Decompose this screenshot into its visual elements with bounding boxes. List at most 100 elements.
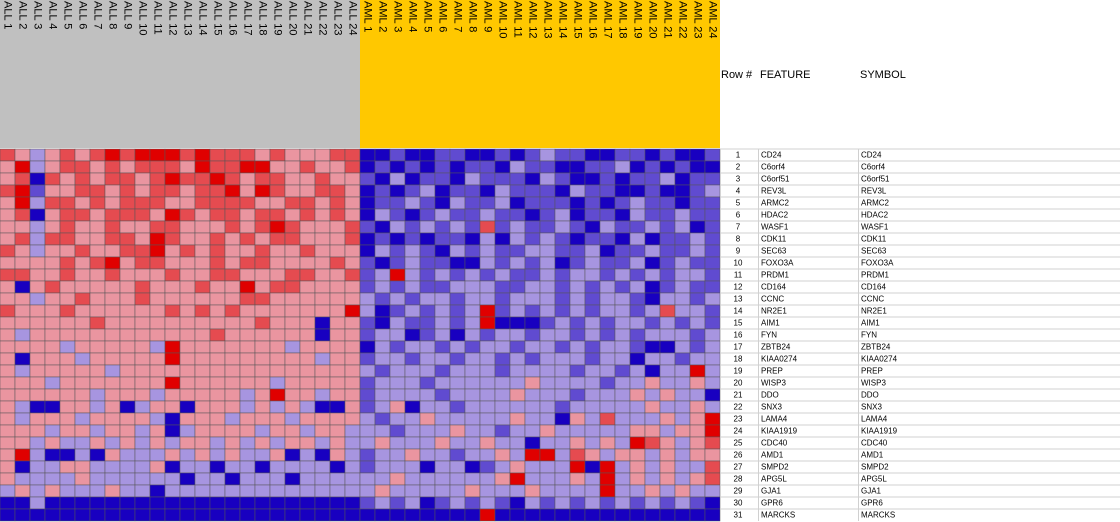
heatmap-cell bbox=[284, 400, 301, 414]
heatmap-cell bbox=[539, 496, 556, 510]
heatmap-cell bbox=[374, 388, 391, 402]
column-label: ALL 18 bbox=[257, 1, 269, 35]
heatmap-cell bbox=[554, 232, 571, 246]
heatmap-cell bbox=[584, 460, 601, 474]
heatmap-cell bbox=[659, 196, 676, 210]
heatmap-cell bbox=[284, 328, 301, 342]
heatmap-cell bbox=[284, 304, 301, 318]
row-symbol: DDO bbox=[861, 391, 879, 400]
heatmap-cell bbox=[209, 484, 226, 498]
row-number: 22 bbox=[734, 403, 743, 412]
heatmap-cell bbox=[119, 172, 136, 186]
heatmap-cell bbox=[284, 256, 301, 270]
heatmap-cell bbox=[59, 424, 76, 438]
heatmap-cell bbox=[419, 484, 436, 498]
row-number-header: Row # bbox=[721, 69, 753, 81]
heatmap-cell bbox=[0, 484, 16, 498]
heatmap-cell bbox=[464, 268, 481, 282]
heatmap-cell bbox=[614, 220, 631, 234]
heatmap-cell bbox=[434, 148, 451, 162]
heatmap-cell bbox=[14, 196, 31, 210]
heatmap-cell bbox=[644, 364, 661, 378]
heatmap-cell bbox=[629, 400, 646, 414]
heatmap-cell bbox=[44, 364, 61, 378]
heatmap-cell bbox=[74, 484, 91, 498]
column-label: AML 15 bbox=[572, 1, 584, 39]
heatmap-cell bbox=[29, 172, 46, 186]
column-label: AML 1 bbox=[362, 1, 374, 32]
heatmap-cell bbox=[374, 184, 391, 198]
heatmap-cell bbox=[119, 148, 136, 162]
heatmap-cell bbox=[344, 232, 361, 246]
heatmap-cell bbox=[344, 340, 361, 354]
heatmap-cell bbox=[704, 496, 721, 510]
heatmap-cell bbox=[224, 412, 241, 426]
heatmap-cell bbox=[434, 280, 451, 294]
heatmap-cell bbox=[74, 304, 91, 318]
heatmap-cell bbox=[659, 340, 676, 354]
row-symbol: WISP3 bbox=[861, 379, 886, 388]
heatmap-cell bbox=[119, 436, 136, 450]
heatmap-cell bbox=[254, 400, 271, 414]
heatmap-cell bbox=[629, 364, 646, 378]
heatmap-cell bbox=[44, 292, 61, 306]
heatmap-cell bbox=[179, 148, 196, 162]
heatmap-cell bbox=[269, 196, 286, 210]
heatmap-cell bbox=[224, 184, 241, 198]
heatmap-cell bbox=[524, 448, 541, 462]
heatmap-cell bbox=[179, 232, 196, 246]
heatmap-cell bbox=[74, 376, 91, 390]
heatmap-cell bbox=[494, 304, 511, 318]
heatmap-cell bbox=[164, 160, 181, 174]
heatmap-cell bbox=[689, 424, 706, 438]
row-number: 2 bbox=[736, 163, 741, 172]
heatmap-cell bbox=[134, 340, 151, 354]
heatmap-cell bbox=[164, 172, 181, 186]
heatmap-cell bbox=[569, 436, 586, 450]
heatmap-cell bbox=[224, 424, 241, 438]
heatmap-cell bbox=[599, 484, 616, 498]
heatmap-cell bbox=[389, 508, 406, 522]
heatmap-cell bbox=[689, 232, 706, 246]
heatmap-cell bbox=[164, 484, 181, 498]
heatmap-cell bbox=[419, 196, 436, 210]
heatmap-cell bbox=[389, 400, 406, 414]
heatmap-cell bbox=[284, 220, 301, 234]
row-number: 8 bbox=[736, 235, 741, 244]
heatmap-cell bbox=[314, 256, 331, 270]
heatmap-cell bbox=[29, 412, 46, 426]
heatmap-cell bbox=[659, 496, 676, 510]
heatmap-cell bbox=[239, 424, 256, 438]
heatmap-cell bbox=[659, 364, 676, 378]
heatmap-cell bbox=[419, 508, 436, 522]
heatmap-cell bbox=[569, 196, 586, 210]
heatmap-cell bbox=[59, 256, 76, 270]
heatmap-cell bbox=[689, 472, 706, 486]
heatmap-cell bbox=[449, 196, 466, 210]
heatmap-cell bbox=[434, 220, 451, 234]
heatmap-cell bbox=[314, 364, 331, 378]
heatmap-cell bbox=[419, 232, 436, 246]
heatmap-cell bbox=[479, 376, 496, 390]
row-feature: AMD1 bbox=[761, 451, 784, 460]
heatmap-cell bbox=[179, 220, 196, 234]
heatmap-cell bbox=[509, 304, 526, 318]
heatmap-cell bbox=[314, 292, 331, 306]
heatmap-cell bbox=[209, 148, 226, 162]
row-feature: LAMA4 bbox=[761, 415, 788, 424]
heatmap-cell bbox=[419, 472, 436, 486]
heatmap-cell bbox=[644, 256, 661, 270]
heatmap-cell bbox=[524, 376, 541, 390]
heatmap-cell bbox=[0, 424, 16, 438]
heatmap-cell bbox=[119, 316, 136, 330]
heatmap-cell bbox=[104, 352, 121, 366]
heatmap-cell bbox=[299, 184, 316, 198]
heatmap-cell bbox=[209, 472, 226, 486]
heatmap-cell bbox=[239, 364, 256, 378]
heatmap-cell bbox=[674, 160, 691, 174]
heatmap-cell bbox=[494, 376, 511, 390]
heatmap-cell bbox=[659, 424, 676, 438]
column-group-band bbox=[390, 0, 405, 148]
heatmap-cell bbox=[314, 376, 331, 390]
heatmap-cell bbox=[14, 328, 31, 342]
